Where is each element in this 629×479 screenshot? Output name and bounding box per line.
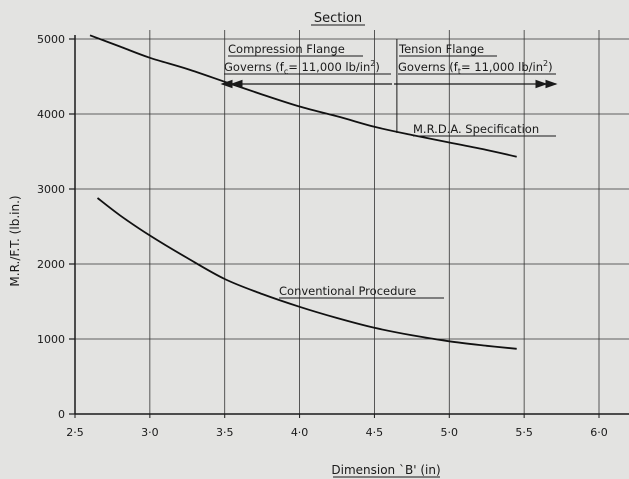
grid xyxy=(75,30,629,414)
tension-annotation-line1: Tension Flange xyxy=(398,42,484,56)
compression-annotation-line1: Compression Flange xyxy=(228,42,345,56)
x-tick-label: 4·0 xyxy=(291,426,309,439)
x-tick-label: 5·0 xyxy=(441,426,459,439)
compression-sup: 2 xyxy=(370,59,375,68)
tension-sub: t xyxy=(458,67,461,76)
chart-title: Section xyxy=(314,11,362,26)
x-tick-label: 3·5 xyxy=(216,426,234,439)
x-tick-label: 2·5 xyxy=(66,426,84,439)
tension-sup: 2 xyxy=(543,59,548,68)
series-line-mrda xyxy=(89,34,517,158)
y-tick-label: 3000 xyxy=(37,183,65,196)
x-tick-label: 4·5 xyxy=(366,426,384,439)
compression-governs-text: Governs (f xyxy=(224,60,285,74)
series-label-mrda: M.R.D.A. Specification xyxy=(413,122,539,136)
axes xyxy=(69,35,629,418)
y-tick-label: 0 xyxy=(58,408,65,421)
tension-close: ) xyxy=(548,60,553,74)
series-label-conventional: Conventional Procedure xyxy=(279,284,416,298)
tension-span-arrow xyxy=(394,79,558,89)
y-tick-label: 1000 xyxy=(37,333,65,346)
tension-governs-text: Governs (f xyxy=(398,60,459,74)
compression-close: ) xyxy=(375,60,380,74)
compression-sub: c xyxy=(284,67,288,76)
tension-value: = 11,000 lb/in xyxy=(461,60,543,74)
tension-annotation-line2: Governs (ft= 11,000 lb/in2) xyxy=(398,59,553,76)
x-tick-label: 5·5 xyxy=(515,426,533,439)
x-tick-label: 6·0 xyxy=(590,426,608,439)
y-tick-label: 5000 xyxy=(37,33,65,46)
y-tick-label: 2000 xyxy=(37,258,65,271)
compression-span-arrow xyxy=(220,79,392,89)
x-tick-label: 3·0 xyxy=(141,426,159,439)
x-axis-label: Dimension `B' (in) xyxy=(331,463,440,477)
y-tick-label: 4000 xyxy=(37,108,65,121)
tick-labels: 2·5 3·0 3·5 4·0 4·5 5·0 5·5 6·0 0 1000 2000 3000 400… xyxy=(37,33,608,439)
series-line-conventional xyxy=(96,197,517,350)
compression-value: = 11,000 lb/in xyxy=(288,60,370,74)
series-lines xyxy=(89,34,517,350)
compression-annotation-line2: Governs (fc= 11,000 lb/in2) xyxy=(224,59,380,76)
y-axis-label: M.R./F.T. (lb.in.) xyxy=(8,195,22,286)
